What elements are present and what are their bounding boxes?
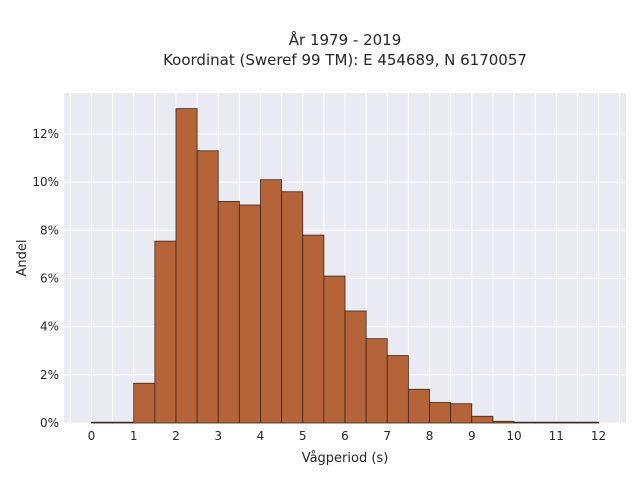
x-axis-label: Vågperiod (s) (302, 451, 389, 466)
histogram-bar (323, 275, 346, 424)
histogram-bar (133, 382, 156, 424)
x-tick-label: 12 (591, 429, 606, 443)
histogram-bar (175, 108, 198, 424)
x-tick-label: 8 (426, 429, 434, 443)
histogram-bar (302, 234, 325, 424)
x-tick-label: 5 (299, 429, 307, 443)
histogram-bar (534, 421, 557, 424)
y-tick-label: 8% (40, 223, 59, 237)
histogram-bar (238, 204, 261, 424)
histogram-bar (492, 420, 515, 424)
y-tick-label: 10% (32, 175, 59, 189)
y-axis-label: Andel (15, 240, 30, 277)
y-tick-label: 0% (40, 416, 59, 430)
x-tick-label: 11 (549, 429, 564, 443)
x-tick-label: 7 (383, 429, 391, 443)
histogram-bar (429, 402, 452, 424)
bars (91, 108, 599, 424)
x-tick-label: 2 (172, 429, 180, 443)
histogram-bar (344, 310, 367, 424)
x-tick-label: 0 (88, 429, 96, 443)
histogram-bar (281, 191, 304, 424)
histogram-bar (555, 421, 578, 424)
histogram-bar (386, 355, 409, 424)
x-tick-label: 1 (130, 429, 138, 443)
histogram-bar (577, 421, 599, 424)
histogram-bar (112, 421, 135, 424)
histogram-bar (407, 388, 430, 424)
y-tick-label: 4% (40, 320, 59, 334)
chart-title-line-1: År 1979 - 2019 (289, 30, 402, 49)
x-axis-ticks: 0 1 2 3 4 5 6 7 8 9 10 11 12 (88, 429, 607, 443)
y-tick-label: 12% (32, 127, 59, 141)
y-tick-label: 2% (40, 368, 59, 382)
chart-title-line-2: Koordinat (Sweref 99 TM): E 454689, N 61… (163, 51, 527, 69)
histogram-bar (196, 150, 219, 424)
x-tick-label: 6 (341, 429, 349, 443)
y-tick-label: 6% (40, 271, 59, 285)
x-tick-label: 9 (468, 429, 476, 443)
x-tick-label: 4 (257, 429, 265, 443)
histogram-bar (260, 179, 283, 424)
histogram-bar (450, 403, 473, 424)
histogram-bar (471, 415, 494, 424)
histogram-bar (217, 200, 240, 424)
histogram-bar (91, 421, 113, 424)
histogram-bar (365, 338, 388, 424)
histogram-bar (154, 240, 177, 424)
y-axis-ticks: 0% 2% 4% 6% 8% 10% 12% (32, 127, 59, 430)
histogram-bar (513, 421, 536, 424)
x-tick-label: 3 (214, 429, 222, 443)
x-tick-label: 10 (506, 429, 521, 443)
